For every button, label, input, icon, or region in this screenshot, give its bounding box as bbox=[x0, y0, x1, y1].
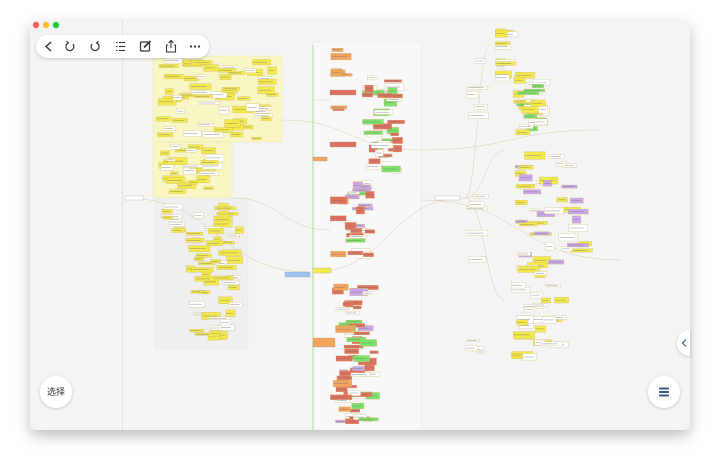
topic bbox=[312, 337, 336, 348]
link bbox=[124, 197, 311, 273]
minimize-button[interactable] bbox=[42, 21, 50, 29]
topic bbox=[329, 141, 357, 148]
nodes bbox=[124, 28, 593, 425]
undo-arrow bbox=[65, 40, 70, 45]
more-icon[interactable] bbox=[189, 45, 201, 48]
link bbox=[419, 129, 601, 151]
topic bbox=[284, 271, 311, 278]
topic bbox=[434, 195, 461, 201]
link bbox=[419, 199, 621, 261]
edit-icon[interactable] bbox=[139, 40, 152, 52]
link bbox=[464, 149, 506, 199]
share-icon[interactable] bbox=[165, 39, 177, 53]
select-label: 选择 bbox=[47, 386, 65, 398]
side-tab-icon bbox=[681, 339, 687, 347]
divider bbox=[122, 20, 123, 430]
menu-button[interactable] bbox=[648, 376, 680, 408]
link bbox=[312, 197, 466, 273]
list-icon[interactable] bbox=[116, 41, 125, 52]
side-tab-bg[interactable] bbox=[677, 330, 690, 356]
select-button-bg[interactable] bbox=[40, 376, 72, 408]
mind-map-canvas[interactable] bbox=[122, 20, 621, 430]
zoom-button[interactable] bbox=[52, 21, 60, 29]
back-icon[interactable] bbox=[44, 41, 52, 52]
side-tab[interactable] bbox=[677, 330, 690, 356]
toolbar bbox=[36, 35, 209, 58]
topic bbox=[329, 89, 357, 96]
topic bbox=[312, 267, 332, 274]
menu-icon bbox=[659, 387, 669, 397]
link bbox=[464, 44, 491, 199]
close-button[interactable] bbox=[32, 21, 40, 29]
link bbox=[231, 197, 331, 231]
topic bbox=[124, 195, 144, 201]
topic bbox=[312, 156, 328, 162]
redo-arrow bbox=[95, 40, 100, 45]
select-button[interactable]: 选择 bbox=[40, 376, 72, 408]
